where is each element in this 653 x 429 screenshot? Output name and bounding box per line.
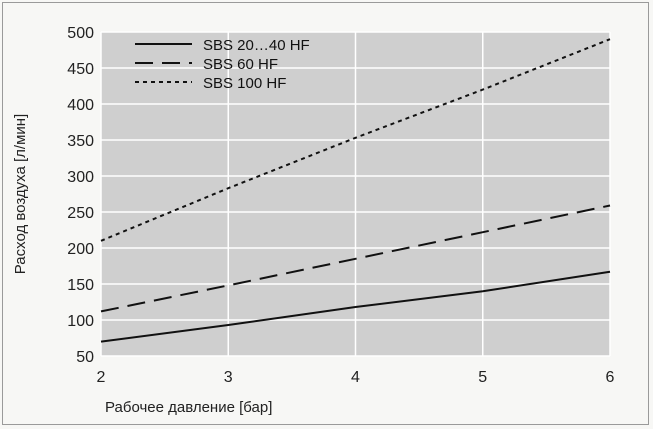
legend-label-1: SBS 20…40 HF	[203, 37, 310, 54]
series-line-2	[100, 204, 611, 313]
legend-label-3: SBS 100 HF	[203, 75, 286, 92]
y-tick-label-300: 300	[67, 169, 94, 186]
y-axis-label: Расход воздуха [л/мин]	[12, 114, 29, 274]
series-line-3	[100, 38, 611, 242]
x-tick-label-6: 6	[606, 369, 615, 386]
series-lines	[100, 38, 611, 343]
y-tick-label-50: 50	[76, 349, 94, 366]
y-tick-label-400: 400	[67, 97, 94, 114]
y-tick-label-150: 150	[67, 277, 94, 294]
series-line-1	[100, 270, 611, 343]
legend-label-2: SBS 60 HF	[203, 56, 278, 73]
x-axis-label: Рабочее давление [бар]	[105, 399, 272, 416]
y-tick-label-100: 100	[67, 313, 94, 330]
x-tick-label-3: 3	[224, 369, 233, 386]
x-tick-label-2: 2	[97, 369, 106, 386]
y-tick-label-200: 200	[67, 241, 94, 258]
x-tick-label-5: 5	[478, 369, 487, 386]
tick-labels: 50 100 150 200 250 300 350 400 450 500 2 3 4 5 6	[67, 25, 614, 386]
y-tick-label-350: 350	[67, 133, 94, 150]
x-tick-label-4: 4	[351, 369, 360, 386]
y-tick-label-500: 500	[67, 25, 94, 42]
y-tick-label-450: 450	[67, 61, 94, 78]
y-tick-label-250: 250	[67, 205, 94, 222]
legend: SBS 20…40 HF SBS 60 HF SBS 100 HF	[135, 37, 310, 92]
